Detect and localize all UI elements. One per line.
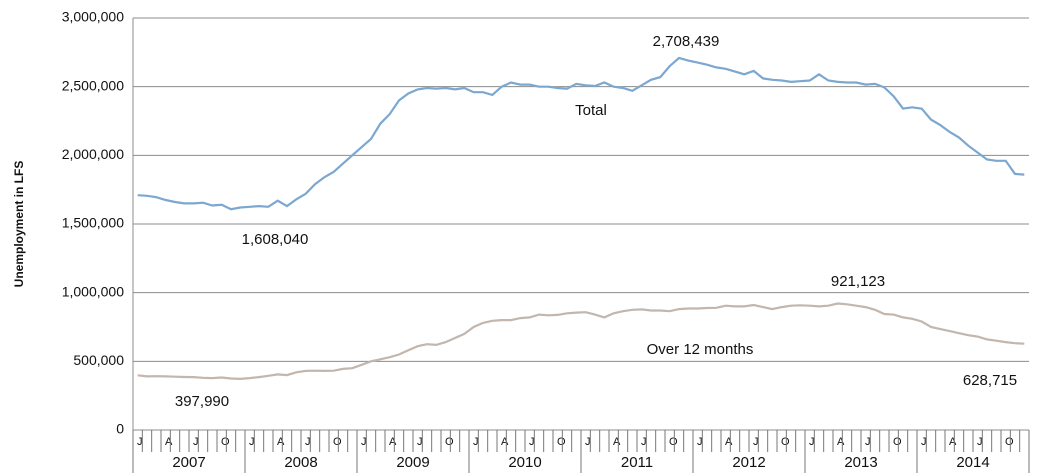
annotation: 921,123	[831, 273, 885, 290]
x-tick-label: A	[949, 436, 957, 448]
x-tick-label: J	[417, 436, 423, 448]
year-label: 2013	[844, 454, 877, 471]
x-tick-label: A	[389, 436, 397, 448]
x-tick-label: J	[697, 436, 703, 448]
x-tick-label: A	[501, 436, 509, 448]
annotation: Over 12 months	[647, 341, 754, 358]
x-tick-label: J	[753, 436, 759, 448]
series-line	[137, 302, 1025, 381]
x-tick-label: J	[529, 436, 535, 448]
annotation: 397,990	[175, 393, 229, 410]
year-label: 2012	[732, 454, 765, 471]
x-tick-label: J	[585, 436, 591, 448]
x-tick-label: O	[333, 436, 342, 448]
x-tick-label: A	[837, 436, 845, 448]
x-tick-label: J	[305, 436, 311, 448]
x-tick-label: J	[921, 436, 927, 448]
x-tick-label: J	[193, 436, 199, 448]
annotation: 628,715	[963, 372, 1017, 389]
year-label: 2007	[172, 454, 205, 471]
x-tick-label: J	[809, 436, 815, 448]
x-tick-label: A	[277, 436, 285, 448]
y-tick-label: 0	[116, 421, 124, 437]
y-tick-label: 2,000,000	[62, 146, 124, 162]
x-tick-label: O	[669, 436, 678, 448]
x-tick-label: J	[865, 436, 871, 448]
x-tick-label: A	[725, 436, 733, 448]
x-tick-label: O	[781, 436, 790, 448]
x-tick-label: J	[249, 436, 255, 448]
x-tick-label: O	[893, 436, 902, 448]
x-tick-label: A	[165, 436, 173, 448]
x-tick-label: J	[641, 436, 647, 448]
x-tick-label: J	[977, 436, 983, 448]
annotation: Total	[575, 102, 607, 119]
x-tick-label: O	[1005, 436, 1014, 448]
y-tick-label: 1,000,000	[62, 283, 124, 299]
x-tick-label: O	[557, 436, 566, 448]
year-label: 2014	[956, 454, 989, 471]
year-label: 2009	[396, 454, 429, 471]
x-tick-label: J	[361, 436, 367, 448]
x-tick-label: J	[137, 436, 143, 448]
y-tick-label: 3,000,000	[62, 9, 124, 25]
year-label: 2008	[284, 454, 317, 471]
y-tick-label: 2,500,000	[62, 77, 124, 93]
year-label: 2011	[621, 454, 653, 471]
x-tick-label: A	[613, 436, 621, 448]
x-tick-label: J	[473, 436, 479, 448]
annotation: 2,708,439	[653, 33, 720, 50]
annotation: 1,608,040	[242, 231, 309, 248]
x-tick-label: O	[221, 436, 230, 448]
year-label: 2010	[508, 454, 541, 471]
series-line	[137, 56, 1025, 211]
y-axis-title: Unemployment in LFS	[12, 161, 26, 288]
y-tick-label: 1,500,000	[62, 215, 124, 231]
x-tick-label: O	[445, 436, 454, 448]
y-tick-label: 500,000	[73, 352, 124, 368]
